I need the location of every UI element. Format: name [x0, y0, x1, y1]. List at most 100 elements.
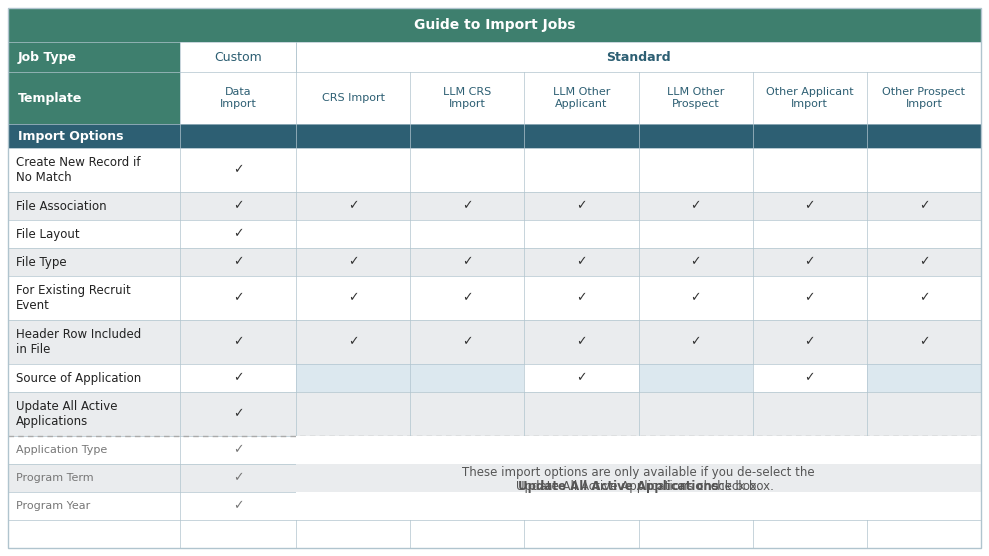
Bar [524, 276, 639, 320]
Bar [296, 464, 410, 492]
Bar [639, 464, 753, 492]
Text: ✓: ✓ [804, 200, 815, 212]
Bar [524, 436, 639, 464]
Bar [296, 192, 410, 220]
Bar [8, 72, 180, 124]
Bar [866, 436, 981, 464]
Bar [753, 220, 866, 248]
Bar [8, 392, 180, 436]
Bar [410, 436, 524, 464]
Text: ✓: ✓ [462, 256, 473, 269]
Bar [639, 492, 753, 520]
Bar [410, 72, 524, 124]
Bar [296, 320, 410, 364]
Text: Import Options: Import Options [18, 130, 124, 142]
Text: Custom: Custom [215, 51, 262, 63]
Bar [753, 248, 866, 276]
Bar [410, 220, 524, 248]
Text: ✓: ✓ [690, 291, 701, 305]
Text: ✓: ✓ [577, 291, 586, 305]
Text: Program Term: Program Term [16, 473, 94, 483]
Text: Create New Record if
No Match: Create New Record if No Match [16, 156, 140, 184]
Text: ✓: ✓ [577, 371, 586, 385]
Text: These import options are only available if you de-select the: These import options are only available … [462, 465, 815, 479]
Bar [8, 364, 180, 392]
Bar [296, 492, 981, 520]
Text: ✓: ✓ [232, 256, 243, 269]
Text: ✓: ✓ [462, 335, 473, 349]
Text: LLM Other
Prospect: LLM Other Prospect [667, 87, 724, 109]
Bar [639, 392, 753, 436]
Bar [753, 492, 866, 520]
Bar [410, 276, 524, 320]
Text: ✓: ✓ [232, 335, 243, 349]
Bar [296, 392, 410, 436]
Text: File Association: File Association [16, 200, 107, 212]
Text: ✓: ✓ [804, 256, 815, 269]
Bar [180, 148, 296, 192]
Bar [8, 148, 180, 192]
Text: ✓: ✓ [577, 335, 586, 349]
Bar [753, 436, 866, 464]
Bar [753, 148, 866, 192]
Text: ✓: ✓ [348, 335, 358, 349]
Bar [524, 364, 639, 392]
Bar [180, 464, 296, 492]
Bar [8, 320, 180, 364]
Bar [8, 464, 180, 492]
Bar [639, 220, 753, 248]
Bar [180, 248, 296, 276]
Text: ✓: ✓ [804, 371, 815, 385]
Bar [8, 8, 981, 42]
Bar [753, 192, 866, 220]
Text: Other Applicant
Import: Other Applicant Import [765, 87, 854, 109]
Bar [8, 124, 180, 148]
Bar [866, 276, 981, 320]
Text: ✓: ✓ [462, 200, 473, 212]
Text: CRS Import: CRS Import [321, 93, 385, 103]
Text: LLM CRS
Import: LLM CRS Import [443, 87, 492, 109]
Text: ✓: ✓ [348, 256, 358, 269]
Bar [180, 392, 296, 436]
Bar [524, 148, 639, 192]
Bar [296, 436, 410, 464]
Bar [180, 320, 296, 364]
Text: ✓: ✓ [348, 200, 358, 212]
Text: ✓: ✓ [804, 335, 815, 349]
Text: ✓: ✓ [462, 291, 473, 305]
Bar [296, 364, 410, 392]
Text: Source of Application: Source of Application [16, 371, 141, 385]
Bar [296, 248, 410, 276]
Bar [524, 220, 639, 248]
Text: ✓: ✓ [232, 163, 243, 176]
Text: ✓: ✓ [232, 291, 243, 305]
Text: ✓: ✓ [804, 291, 815, 305]
Text: For Existing Recruit
Event: For Existing Recruit Event [16, 284, 131, 312]
Text: Program Year: Program Year [16, 501, 90, 511]
Bar [639, 72, 753, 124]
Text: Job Type: Job Type [18, 51, 77, 63]
Bar [8, 492, 180, 520]
Bar [866, 220, 981, 248]
Bar [296, 72, 410, 124]
Bar [410, 192, 524, 220]
Text: LLM Other
Applicant: LLM Other Applicant [553, 87, 610, 109]
Bar [8, 42, 180, 72]
Bar [866, 364, 981, 392]
Bar [8, 276, 180, 320]
Bar [410, 148, 524, 192]
Bar [639, 436, 753, 464]
Text: Update All Active Applications check box.: Update All Active Applications check box… [516, 479, 761, 493]
Bar [296, 492, 410, 520]
Text: check box.: check box. [707, 479, 774, 493]
Bar [639, 148, 753, 192]
Bar [410, 392, 524, 436]
Text: File Type: File Type [16, 256, 66, 269]
Bar [8, 436, 180, 464]
Bar [866, 148, 981, 192]
Bar [753, 320, 866, 364]
Bar [866, 320, 981, 364]
Text: ✓: ✓ [690, 256, 701, 269]
Bar [524, 248, 639, 276]
Text: ✓: ✓ [232, 499, 243, 513]
